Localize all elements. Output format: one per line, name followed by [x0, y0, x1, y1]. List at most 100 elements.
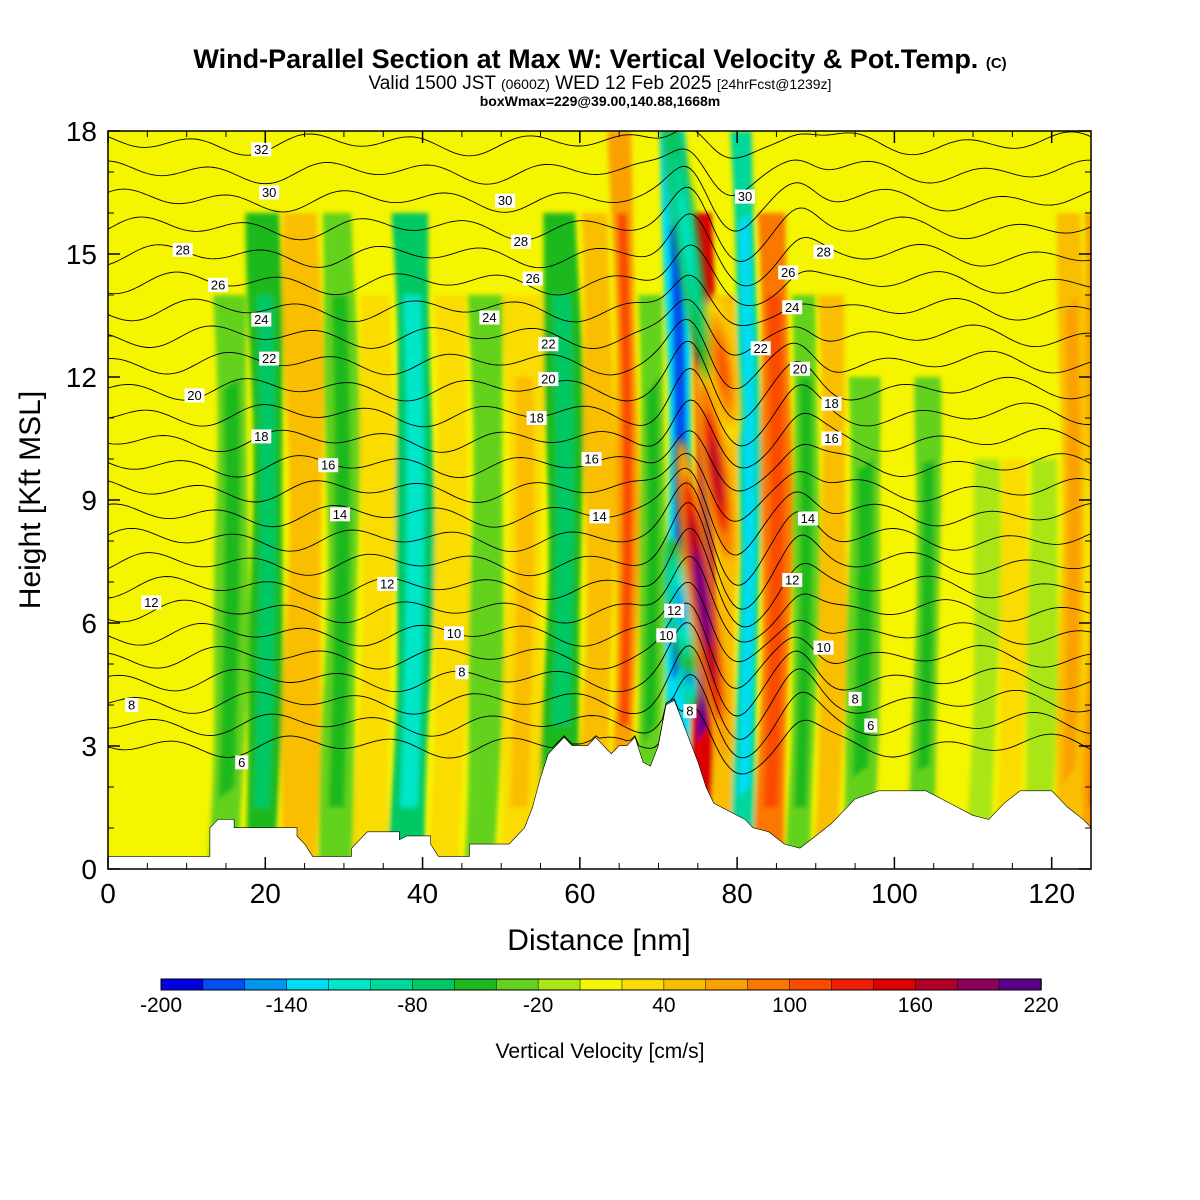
- contour-label: 10: [813, 640, 834, 655]
- contour-label: 18: [821, 396, 842, 411]
- forecast-info: [24hrFcst@1239z]: [716, 76, 832, 92]
- contour-label-box: [538, 337, 559, 352]
- contour-label-text: 14: [333, 507, 347, 522]
- colorbar: -200 -140 -80 -20 40 100 160 220: [140, 978, 1059, 1017]
- contour-label-text: 30: [498, 193, 512, 208]
- contour-label-box: [259, 185, 280, 200]
- theta-contour: [108, 63, 1091, 103]
- contour-label-text: 22: [262, 351, 276, 366]
- colorbar-swatch: [831, 978, 875, 991]
- theta-contour: [108, 673, 1091, 759]
- contour-label: 26: [208, 277, 229, 292]
- colorbar-tick-label: -20: [523, 994, 553, 1017]
- theta-contour: [108, 166, 1091, 232]
- contour-label-text: 30: [738, 189, 752, 204]
- contour-label-text: 14: [801, 511, 815, 526]
- theta-contour: [108, 622, 1091, 717]
- contour-label-box: [330, 507, 350, 522]
- valid-time: Valid 1500 JST: [368, 73, 496, 94]
- contour-label-box: [683, 704, 697, 719]
- contour-label: 20: [790, 361, 810, 376]
- contour-label-box: [510, 234, 531, 249]
- colorbar-swatch: [579, 978, 623, 991]
- contour-label-text: 28: [175, 242, 189, 257]
- theta-contour: [108, 298, 1091, 356]
- contour-label-box: [821, 396, 842, 411]
- w-band-core: [917, 459, 935, 771]
- colorbar-swatch: [495, 978, 539, 991]
- contour-label-text: 24: [482, 310, 496, 325]
- contour-label-text: 22: [541, 337, 555, 352]
- contour-label: 14: [330, 507, 350, 522]
- contour-label-text: 18: [529, 411, 543, 426]
- contour-label: 26: [778, 265, 799, 280]
- theta-contour: [108, 1, 1091, 42]
- colorbar-swatch: [537, 978, 581, 991]
- contour-label-box: [318, 458, 339, 473]
- contour-label: 20: [184, 388, 205, 403]
- w-band-core: [328, 295, 351, 808]
- contour-label-box: [479, 310, 500, 325]
- contour-label-text: 18: [254, 429, 268, 444]
- contour-label-text: 28: [514, 234, 528, 249]
- contour-label-box: [864, 718, 878, 733]
- contour-label-box: [664, 603, 685, 618]
- contour-label: 24: [251, 312, 272, 327]
- contour-label-text: 16: [584, 452, 598, 467]
- contour-label-text: 20: [187, 388, 201, 403]
- colorbar-swatch: [789, 978, 833, 991]
- contour-label: 8: [455, 665, 469, 680]
- contour-label-text: 32: [254, 142, 268, 157]
- colorbar-tick-label: 40: [652, 994, 675, 1017]
- theta-contours: [108, 1, 1091, 869]
- w-band: [877, 295, 914, 869]
- contour-label-box: [444, 626, 464, 641]
- theta-contour: [108, 399, 1091, 469]
- valid-date: WED 12 Feb 2025: [555, 73, 712, 94]
- colorbar-swatch: [454, 978, 497, 991]
- x-axis-label: Distance [nm]: [507, 924, 690, 957]
- w-core: [678, 187, 694, 280]
- contour-label-text: 28: [816, 244, 830, 259]
- colorbar-swatch: [915, 978, 958, 991]
- contour-label-box: [848, 691, 862, 706]
- colorbar-tick-label: 220: [1023, 994, 1058, 1017]
- contour-label: 14: [797, 511, 818, 526]
- theta-contour: [108, 482, 1091, 586]
- w-core: [694, 548, 711, 649]
- contour-label: 18: [251, 429, 272, 444]
- contour-label-box: [589, 509, 610, 524]
- colorbar-swatch: [956, 978, 1000, 991]
- w-band-core: [253, 295, 276, 808]
- contour-label-box: [455, 665, 469, 680]
- y-tick-label: 9: [81, 485, 97, 516]
- w-band-core: [589, 295, 608, 722]
- contour-label: 12: [377, 577, 398, 592]
- contour-label-text: 26: [781, 265, 795, 280]
- theta-contour: [108, 527, 1091, 628]
- w-band-core: [1089, 746, 1091, 808]
- contour-label: 18: [526, 411, 547, 426]
- colorbar-swatch: [160, 978, 204, 991]
- contour-label: 16: [318, 458, 339, 473]
- contour-label: 16: [821, 431, 842, 446]
- w-band-core: [738, 213, 755, 798]
- w-band-core: [552, 295, 574, 726]
- colorbar-swatch: [328, 978, 372, 991]
- colorbar-swatch: [370, 978, 414, 991]
- contour-label: 26: [522, 271, 543, 286]
- contour-label-box: [782, 573, 803, 587]
- contour-label-text: 8: [128, 698, 135, 713]
- contour-label-box: [778, 265, 799, 280]
- w-band-core: [616, 213, 633, 726]
- contour-label: 22: [750, 341, 771, 356]
- contour-label-box: [125, 698, 139, 712]
- terrain: [108, 700, 1091, 869]
- title-copyright-mark: (C): [985, 55, 1007, 72]
- w-band: [427, 295, 470, 869]
- w-band: [934, 459, 974, 869]
- theta-contour: [108, 244, 1091, 307]
- contour-labels: 3230282624222018161412121088630282624222…: [125, 142, 878, 770]
- contour-label-box: [141, 595, 162, 610]
- w-core: [717, 345, 729, 393]
